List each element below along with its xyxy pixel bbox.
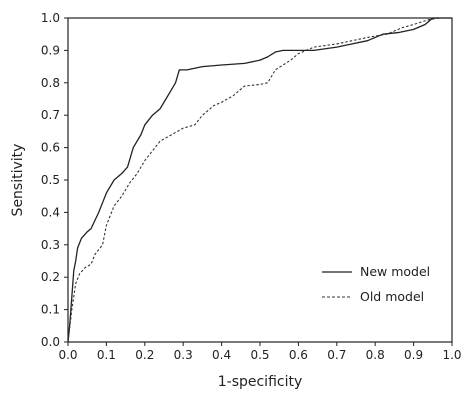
y-tick-label: 0.1 xyxy=(41,303,60,317)
x-tick-label: 0.4 xyxy=(212,348,231,362)
ticks-layer: 0.0 0.1 0.2 0.3 0.4 0.5 0.6 0.7 0.8 0.9 1.0 0.0 0.1 0… xyxy=(41,11,462,362)
y-axis-title: Sensitivity xyxy=(10,144,26,217)
x-tick-label: 0.0 xyxy=(58,348,77,362)
x-tick-label: 0.5 xyxy=(250,348,269,362)
x-tick-label: 1.0 xyxy=(442,348,461,362)
x-tick-label: 0.7 xyxy=(327,348,346,362)
y-tick-label: 0.2 xyxy=(41,270,60,284)
legend-label-new-model: New model xyxy=(360,264,430,279)
old-model-line xyxy=(67,17,452,343)
y-tick-label: 0.7 xyxy=(41,108,60,122)
series-layer xyxy=(67,17,452,343)
y-tick-label: 0.9 xyxy=(41,43,60,57)
y-tick-label: 1.0 xyxy=(41,11,60,25)
y-tick-label: 0.0 xyxy=(41,335,60,349)
y-tick-label: 0.5 xyxy=(41,173,60,187)
x-tick-label: 0.2 xyxy=(135,348,154,362)
x-tick-label: 0.3 xyxy=(174,348,193,362)
x-tick-label: 0.1 xyxy=(97,348,116,362)
x-axis-title: 1-specificity xyxy=(218,374,303,390)
new-model-line xyxy=(67,17,452,343)
x-tick-label: 0.8 xyxy=(366,348,385,362)
legend-label-old-model: Old model xyxy=(360,289,424,304)
y-tick-label: 0.8 xyxy=(41,76,60,90)
y-tick-label: 0.3 xyxy=(41,238,60,252)
x-tick-label: 0.9 xyxy=(404,348,423,362)
legend: New model Old model xyxy=(322,264,430,304)
x-tick-label: 0.6 xyxy=(289,348,308,362)
y-tick-label: 0.4 xyxy=(41,205,60,219)
y-tick-label: 0.6 xyxy=(41,141,60,155)
